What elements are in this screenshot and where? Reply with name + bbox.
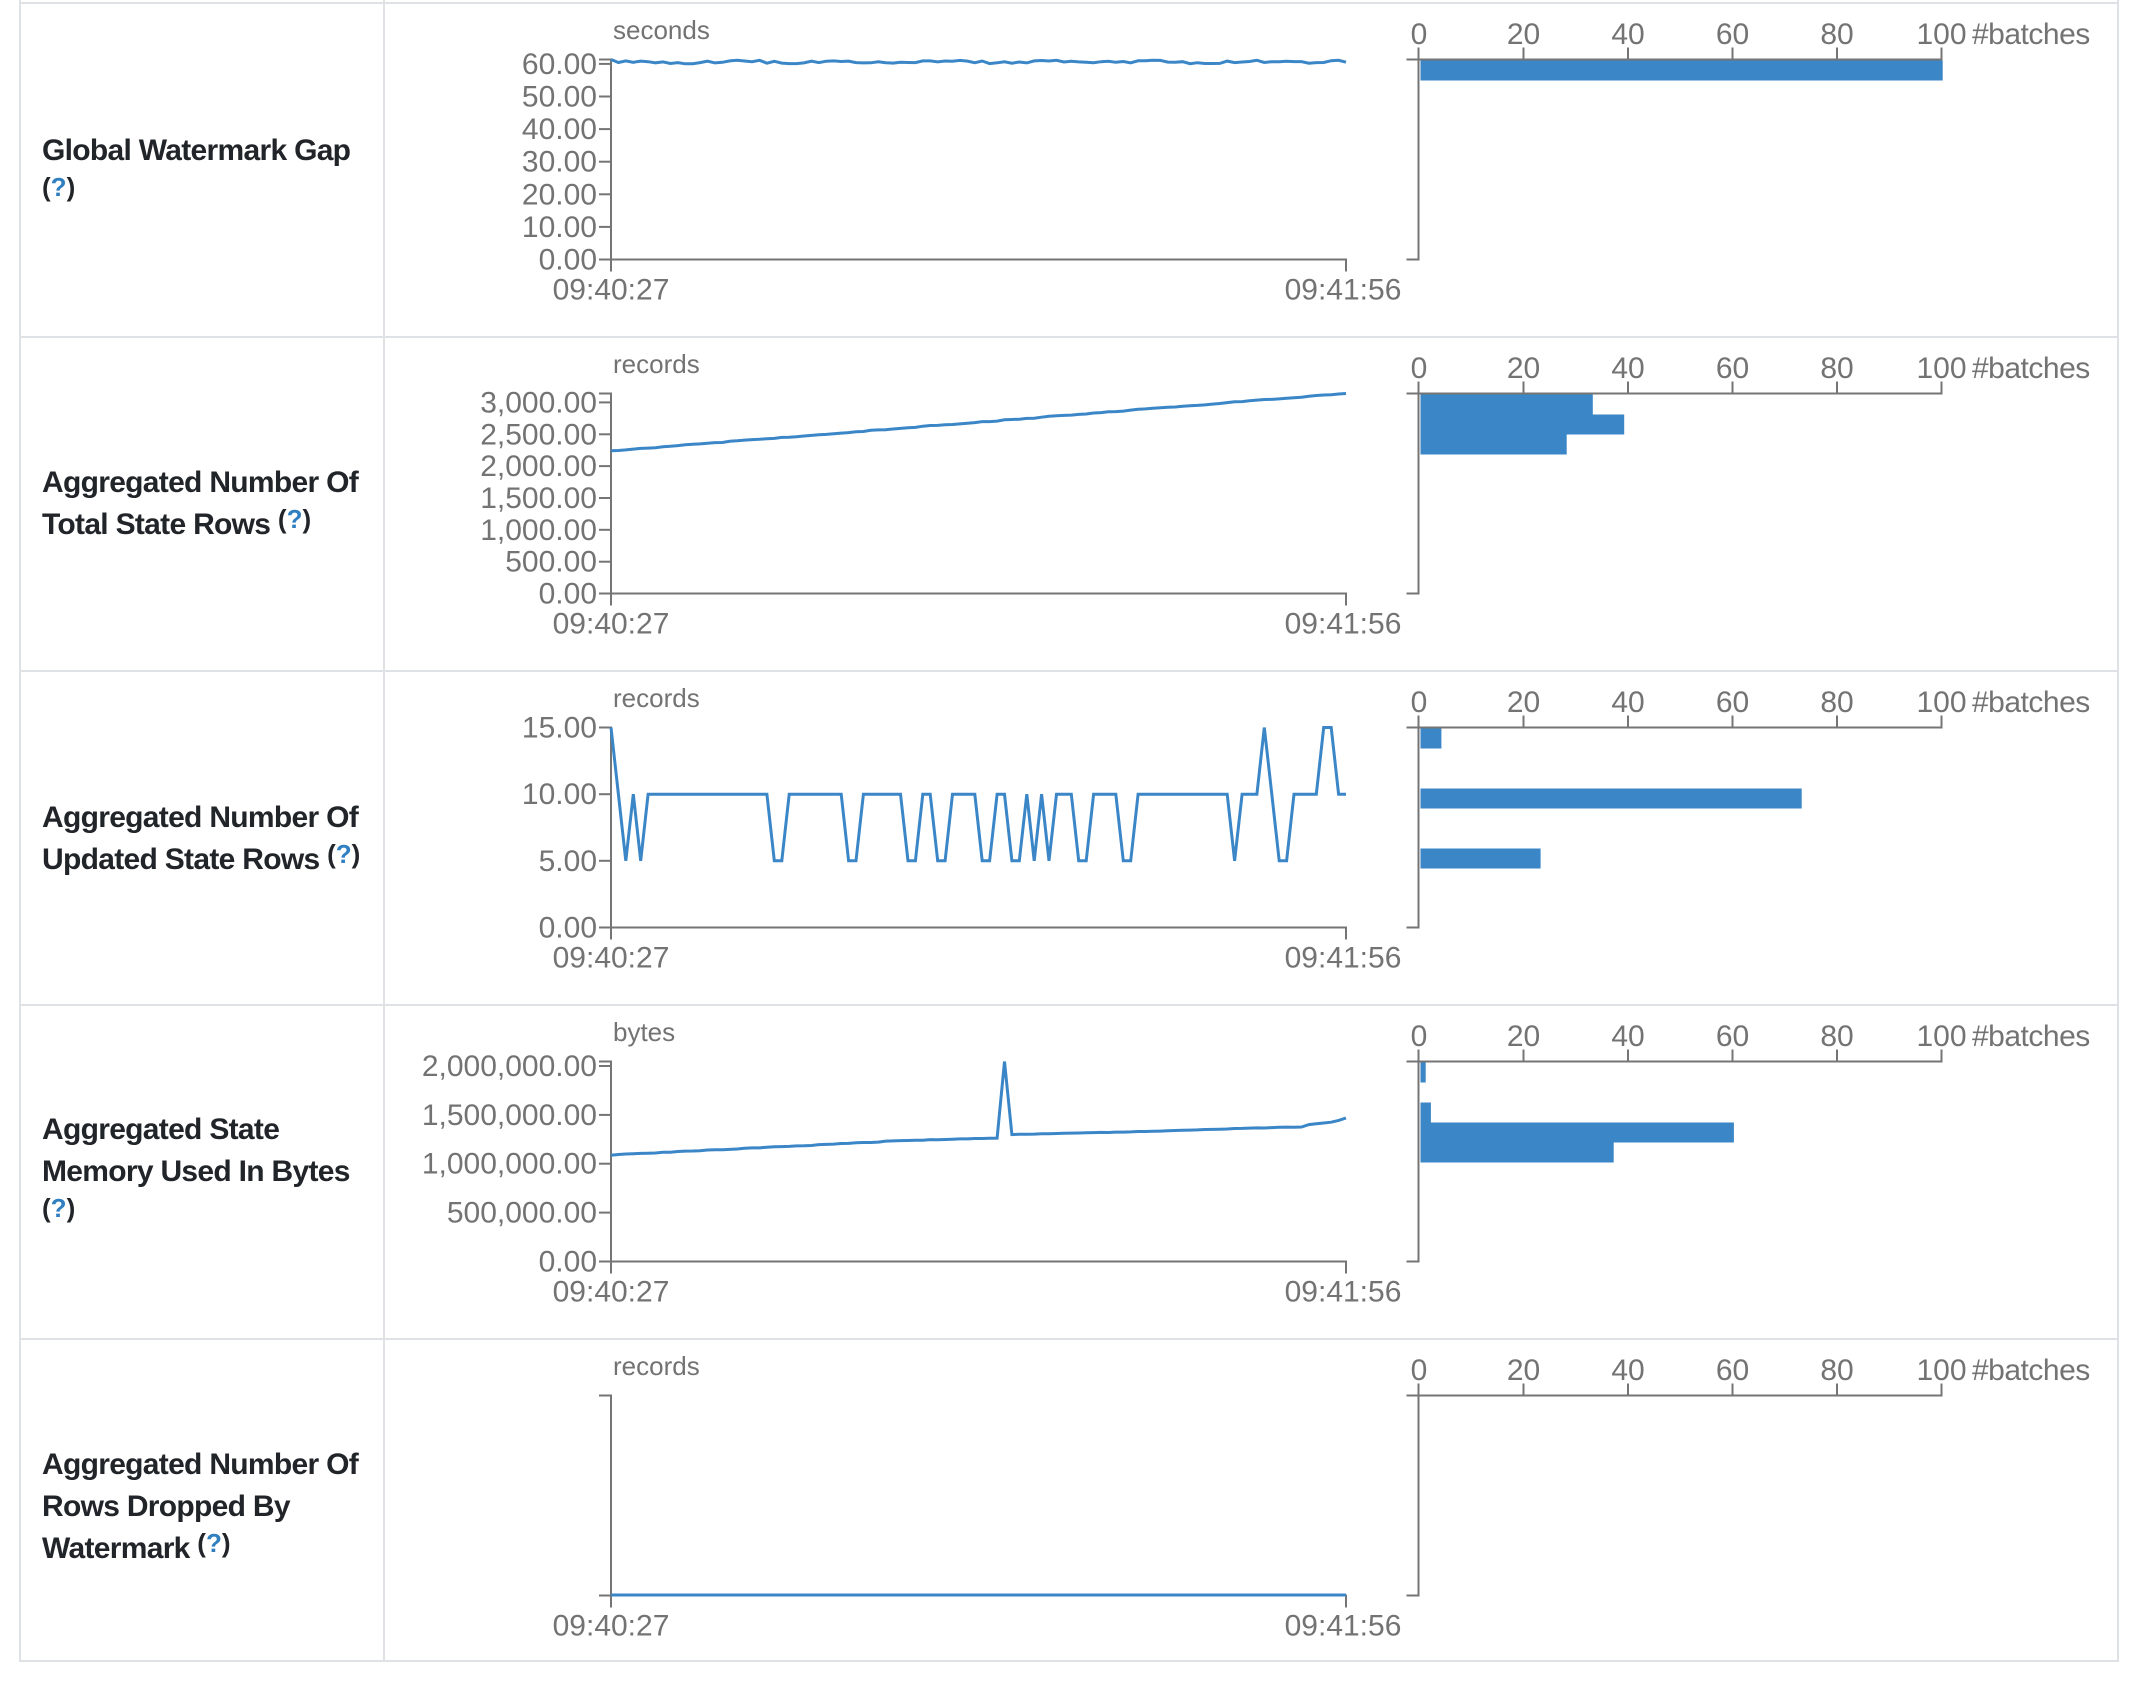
svg-text:500,000.00: 500,000.00 bbox=[447, 1197, 597, 1230]
svg-text:80: 80 bbox=[1820, 686, 1853, 719]
svg-text:60: 60 bbox=[1716, 352, 1749, 385]
svg-text:records: records bbox=[613, 1351, 700, 1381]
svg-text:records: records bbox=[613, 349, 700, 379]
svg-text:#batches: #batches bbox=[1972, 352, 2090, 385]
svg-text:60: 60 bbox=[1716, 686, 1749, 719]
svg-text:09:41:56: 09:41:56 bbox=[1285, 1610, 1402, 1643]
svg-text:20: 20 bbox=[1507, 1354, 1540, 1387]
svg-text:records: records bbox=[613, 683, 700, 713]
svg-text:20: 20 bbox=[1507, 1020, 1540, 1053]
svg-text:09:41:56: 09:41:56 bbox=[1285, 1276, 1402, 1309]
svg-text:2,500.00: 2,500.00 bbox=[480, 418, 597, 451]
svg-text:3,000.00: 3,000.00 bbox=[480, 386, 597, 419]
svg-text:0.00: 0.00 bbox=[539, 578, 597, 611]
svg-text:80: 80 bbox=[1820, 1020, 1853, 1053]
svg-text:#batches: #batches bbox=[1972, 18, 2090, 51]
svg-text:09:40:27: 09:40:27 bbox=[553, 942, 670, 975]
svg-text:100: 100 bbox=[1916, 352, 1966, 385]
svg-text:5.00: 5.00 bbox=[539, 845, 597, 878]
svg-text:09:40:27: 09:40:27 bbox=[553, 1610, 670, 1643]
svg-text:#batches: #batches bbox=[1972, 1020, 2090, 1053]
svg-text:0: 0 bbox=[1411, 18, 1428, 51]
svg-text:40: 40 bbox=[1611, 1354, 1644, 1387]
svg-text:0: 0 bbox=[1411, 1354, 1428, 1387]
svg-text:20: 20 bbox=[1507, 18, 1540, 51]
svg-text:2,000.00: 2,000.00 bbox=[480, 450, 597, 483]
svg-text:100: 100 bbox=[1916, 18, 1966, 51]
svg-text:15.00: 15.00 bbox=[522, 712, 597, 745]
svg-text:500.00: 500.00 bbox=[505, 546, 597, 579]
svg-text:20: 20 bbox=[1507, 352, 1540, 385]
svg-text:80: 80 bbox=[1820, 352, 1853, 385]
svg-text:40: 40 bbox=[1611, 18, 1644, 51]
svg-text:0: 0 bbox=[1411, 352, 1428, 385]
svg-text:60: 60 bbox=[1716, 1354, 1749, 1387]
svg-text:09:41:56: 09:41:56 bbox=[1285, 274, 1402, 307]
svg-text:40: 40 bbox=[1611, 352, 1644, 385]
svg-text:09:40:27: 09:40:27 bbox=[553, 608, 670, 641]
svg-text:40.00: 40.00 bbox=[522, 113, 597, 146]
svg-text:60: 60 bbox=[1716, 1020, 1749, 1053]
svg-text:1,000.00: 1,000.00 bbox=[480, 514, 597, 547]
svg-text:80: 80 bbox=[1820, 18, 1853, 51]
svg-text:100: 100 bbox=[1916, 1020, 1966, 1053]
svg-text:09:41:56: 09:41:56 bbox=[1285, 942, 1402, 975]
svg-text:20: 20 bbox=[1507, 686, 1540, 719]
svg-text:0.00: 0.00 bbox=[539, 1246, 597, 1279]
svg-text:40: 40 bbox=[1611, 686, 1644, 719]
svg-text:09:41:56: 09:41:56 bbox=[1285, 608, 1402, 641]
svg-text:1,500.00: 1,500.00 bbox=[480, 482, 597, 515]
svg-text:10.00: 10.00 bbox=[522, 778, 597, 811]
svg-text:seconds: seconds bbox=[613, 15, 710, 45]
svg-text:bytes: bytes bbox=[613, 1017, 675, 1047]
svg-text:0: 0 bbox=[1411, 686, 1428, 719]
svg-text:100: 100 bbox=[1916, 1354, 1966, 1387]
svg-text:0.00: 0.00 bbox=[539, 912, 597, 945]
svg-text:50.00: 50.00 bbox=[522, 81, 597, 114]
svg-text:1,500,000.00: 1,500,000.00 bbox=[422, 1099, 597, 1132]
svg-text:80: 80 bbox=[1820, 1354, 1853, 1387]
svg-text:0: 0 bbox=[1411, 1020, 1428, 1053]
svg-text:60.00: 60.00 bbox=[522, 48, 597, 81]
svg-text:09:40:27: 09:40:27 bbox=[553, 1276, 670, 1309]
svg-text:30.00: 30.00 bbox=[522, 146, 597, 179]
svg-text:2,000,000.00: 2,000,000.00 bbox=[422, 1050, 597, 1083]
svg-text:#batches: #batches bbox=[1972, 686, 2090, 719]
svg-text:10.00: 10.00 bbox=[522, 211, 597, 244]
svg-text:100: 100 bbox=[1916, 686, 1966, 719]
svg-text:09:40:27: 09:40:27 bbox=[553, 274, 670, 307]
svg-text:60: 60 bbox=[1716, 18, 1749, 51]
svg-text:40: 40 bbox=[1611, 1020, 1644, 1053]
svg-text:#batches: #batches bbox=[1972, 1354, 2090, 1387]
svg-text:1,000,000.00: 1,000,000.00 bbox=[422, 1148, 597, 1181]
svg-text:0.00: 0.00 bbox=[539, 244, 597, 277]
svg-text:20.00: 20.00 bbox=[522, 178, 597, 211]
